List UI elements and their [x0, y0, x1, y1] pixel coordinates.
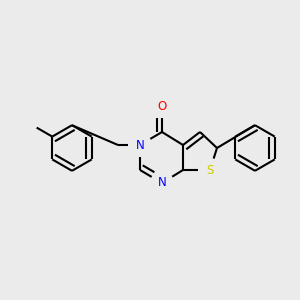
Text: N: N	[158, 176, 166, 190]
Text: S: S	[206, 164, 214, 176]
Text: O: O	[158, 100, 166, 113]
Text: N: N	[136, 139, 144, 152]
